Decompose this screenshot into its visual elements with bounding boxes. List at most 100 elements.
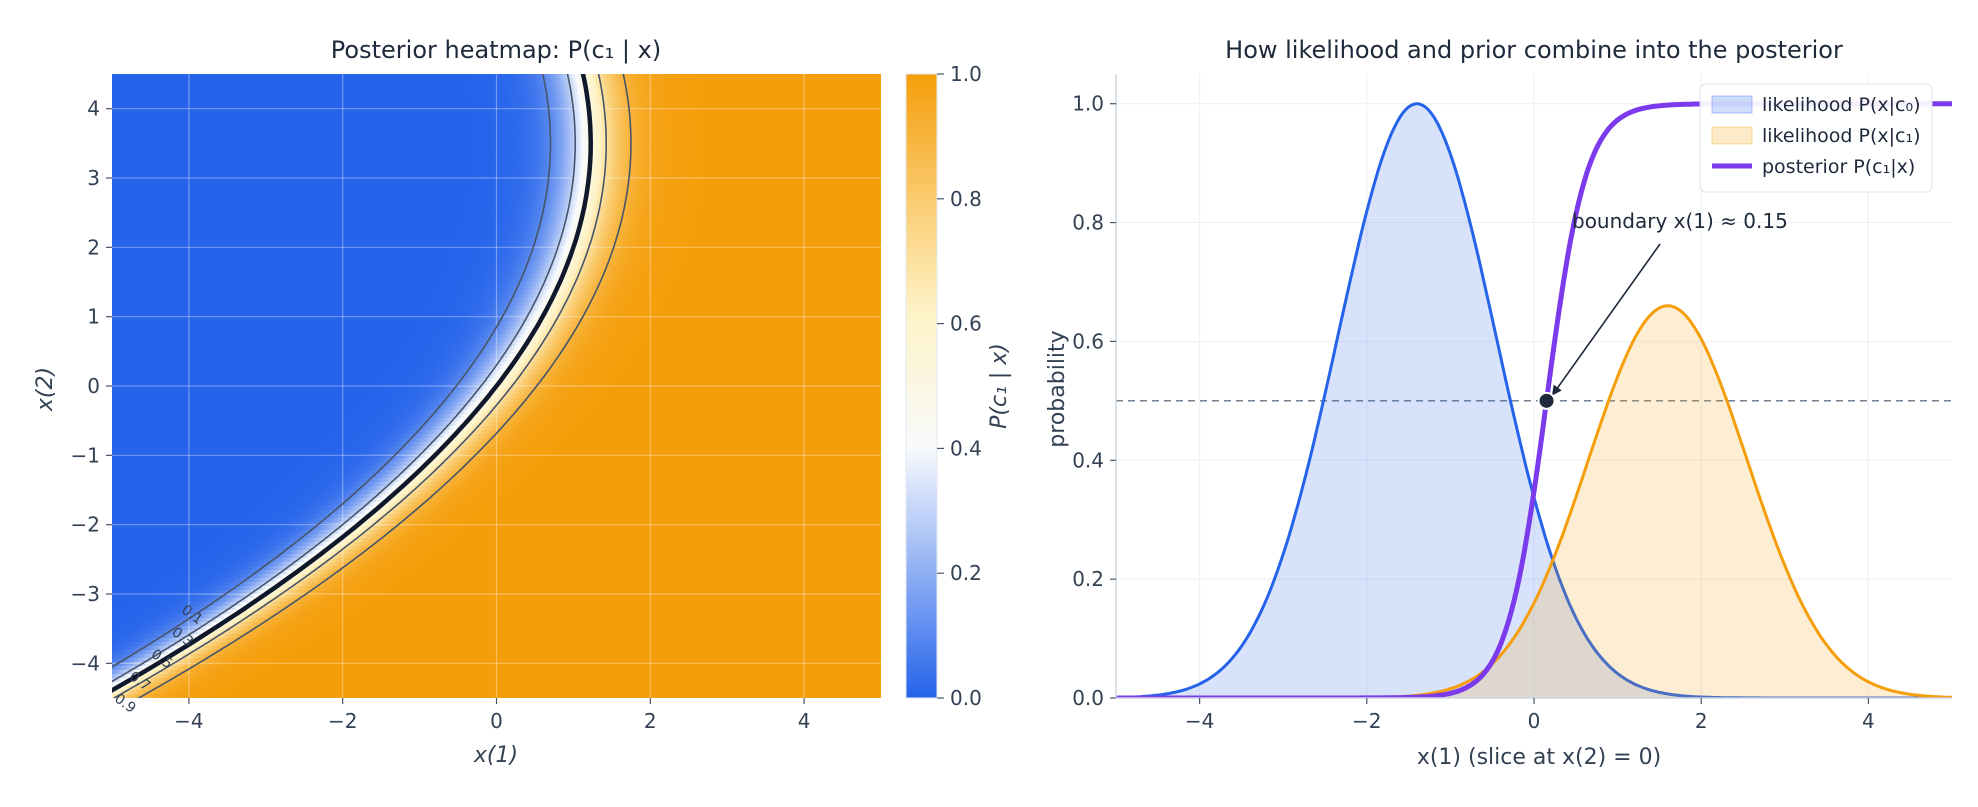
heat-cell — [563, 110, 567, 115]
heat-cell — [706, 146, 881, 151]
heat-cell — [658, 90, 663, 95]
heat-cell — [491, 114, 495, 119]
heat-cell — [657, 106, 662, 111]
heat-cell — [671, 82, 676, 87]
heat-cell — [667, 290, 672, 295]
heat-cell — [622, 102, 627, 107]
heat-cell — [598, 90, 602, 95]
heat-cell — [639, 78, 643, 83]
heat-cell — [512, 98, 517, 103]
heat-cell — [500, 114, 504, 119]
heat-cell — [558, 122, 562, 127]
heat-cell — [705, 162, 881, 167]
heat-cell — [574, 86, 578, 91]
heat-cell — [677, 82, 681, 87]
heat-cell — [691, 82, 696, 87]
heat-cell — [524, 98, 528, 103]
heat-cell — [671, 102, 676, 107]
heat-cell — [653, 94, 657, 99]
heat-cell — [628, 82, 632, 87]
heat-cell — [483, 78, 487, 83]
heat-cell — [569, 114, 573, 119]
heat-cell — [552, 94, 556, 99]
heat-cell — [622, 82, 627, 87]
heat-cell — [681, 266, 881, 271]
heat-cell — [518, 122, 522, 127]
heat-cell — [517, 94, 522, 99]
heat-cell — [540, 74, 544, 79]
heat-cell — [534, 74, 538, 79]
heat-cell — [612, 110, 616, 115]
heat-cell — [601, 114, 605, 119]
heat-cell — [517, 118, 522, 123]
heat-cell — [631, 82, 635, 87]
heat-cell — [545, 106, 549, 111]
heat-cell — [656, 318, 881, 323]
heat-cell — [571, 74, 576, 79]
heat-cell — [483, 94, 487, 99]
heat-cell — [566, 90, 570, 95]
heat-cell — [695, 74, 700, 79]
heat-cell — [506, 122, 510, 127]
heat-cell — [544, 98, 548, 103]
heat-cell — [541, 78, 545, 83]
heat-cell — [677, 98, 681, 103]
heat-cell — [540, 114, 544, 119]
heat-cell — [667, 78, 672, 83]
heat-cell — [666, 102, 670, 107]
heat-cell — [548, 106, 552, 111]
heat-cell — [528, 74, 533, 79]
heat-cell — [538, 82, 543, 87]
heat-cell — [506, 118, 510, 123]
heat-cell — [615, 110, 619, 115]
heat-cell — [704, 110, 881, 115]
heat-cell — [486, 94, 490, 99]
heat-cell — [673, 278, 677, 283]
heat-cell — [574, 110, 579, 115]
heat-cell — [519, 106, 523, 111]
heat-cell — [528, 110, 533, 115]
heat-cell — [651, 82, 655, 87]
heat-cell — [574, 90, 579, 95]
heat-cell — [543, 114, 547, 119]
heat-cell — [497, 94, 502, 99]
heat-cell — [541, 122, 545, 127]
heat-cell — [622, 98, 626, 103]
heat-cell — [702, 118, 706, 123]
heat-cell — [524, 102, 529, 107]
heat-cell — [471, 94, 476, 99]
heat-cell — [698, 110, 703, 115]
heat-cell — [510, 86, 515, 91]
heat-cell — [542, 86, 547, 91]
heat-cell — [678, 266, 682, 271]
heat-cell — [681, 110, 685, 115]
heat-cell — [655, 90, 660, 95]
heat-cell — [501, 98, 505, 103]
heat-cell — [548, 74, 553, 79]
heat-cell — [481, 82, 485, 87]
heat-cell — [682, 118, 686, 123]
heat-cell — [549, 78, 554, 83]
heat-cell — [594, 110, 599, 115]
heat-cell — [565, 102, 569, 107]
heat-cell — [604, 78, 608, 83]
heat-cell — [549, 118, 553, 123]
heat-cell — [609, 90, 614, 95]
heat-cell — [525, 74, 530, 79]
heat-cell — [676, 94, 680, 99]
heat-cell — [543, 90, 547, 95]
heat-cell — [497, 114, 501, 119]
heat-cell — [544, 82, 549, 87]
heat-cell — [589, 74, 593, 79]
heat-cell — [607, 94, 611, 99]
heat-cell — [610, 78, 614, 83]
heat-cell — [625, 82, 629, 87]
heat-cell — [701, 194, 881, 199]
heat-cell — [702, 186, 881, 191]
heat-cell — [511, 114, 516, 119]
heat-cell — [704, 106, 881, 111]
heat-cell — [569, 122, 574, 127]
heat-cell — [537, 118, 542, 123]
heat-cell — [676, 278, 881, 283]
heat-cell — [502, 74, 507, 79]
